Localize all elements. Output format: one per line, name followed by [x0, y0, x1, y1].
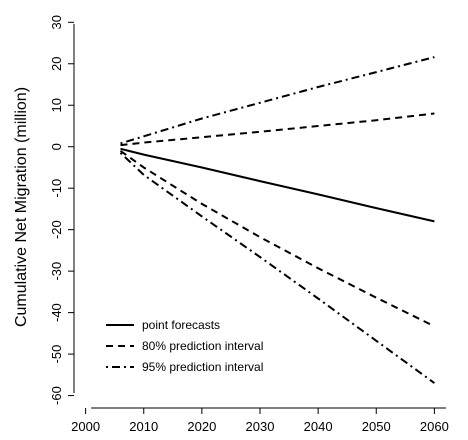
series-layer	[119, 56, 435, 384]
y-tick-label: -10	[49, 179, 64, 198]
y-tick-label: 0	[49, 143, 64, 150]
x-tick-label: 2040	[304, 419, 333, 434]
series-line	[120, 147, 435, 223]
legend-label: 80% prediction interval	[142, 339, 263, 353]
x-tick-label: 2000	[71, 419, 100, 434]
y-tick-label: -40	[49, 303, 64, 322]
x-tick-label: 2050	[362, 419, 391, 434]
y-tick-label: 20	[49, 57, 64, 71]
y-tick-label: -20	[49, 220, 64, 239]
y-tick-label: -50	[49, 345, 64, 364]
legend: point forecasts 80% prediction interval 95…	[106, 318, 263, 374]
y-tick-label: -30	[49, 262, 64, 281]
x-tick-label: 2030	[246, 419, 275, 434]
y-axis-title: Cumulative Net Migration (million)	[13, 87, 30, 327]
x-tick-label: 2020	[187, 419, 216, 434]
y-tick-label: 10	[49, 98, 64, 112]
series-line	[119, 150, 435, 328]
legend-label: point forecasts	[142, 318, 220, 332]
legend-label: 95% prediction interval	[142, 360, 263, 374]
y-tick-label: 30	[49, 15, 64, 29]
series-line	[120, 56, 435, 145]
series-line	[119, 152, 435, 384]
x-tick-label: 2010	[129, 419, 158, 434]
x-tick-label: 2060	[420, 419, 449, 434]
series-line	[120, 112, 435, 147]
y-tick-label: -60	[49, 386, 64, 405]
